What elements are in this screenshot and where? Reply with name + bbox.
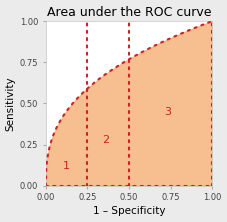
Text: 1: 1 bbox=[62, 161, 69, 171]
Text: 2: 2 bbox=[102, 135, 109, 145]
Title: Area under the ROC curve: Area under the ROC curve bbox=[47, 6, 211, 19]
Text: 3: 3 bbox=[164, 107, 171, 117]
X-axis label: 1 – Specificity: 1 – Specificity bbox=[93, 206, 165, 216]
Y-axis label: Sensitivity: Sensitivity bbox=[5, 76, 16, 131]
